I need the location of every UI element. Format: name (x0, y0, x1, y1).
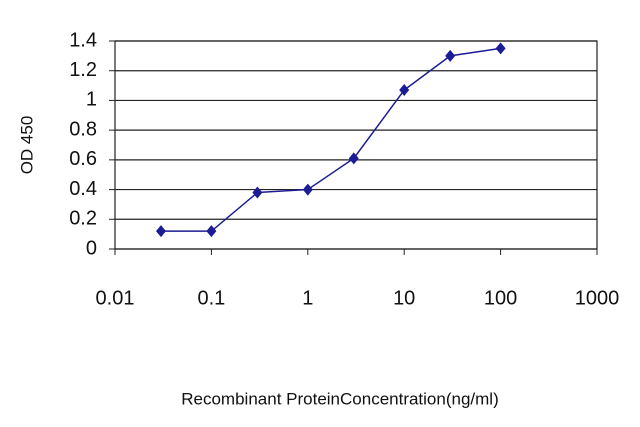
data-point (155, 225, 166, 238)
y-axis-label: OD 450 (17, 116, 36, 175)
y-tick-label: 1.4 (69, 29, 97, 51)
x-tick-label: 0.1 (197, 287, 225, 309)
data-point (348, 152, 359, 165)
data-point (399, 84, 410, 97)
x-tick-label: 0.01 (96, 287, 135, 309)
x-axis-label: Recombinant ProteinConcentration(ng/ml) (181, 389, 499, 408)
data-point (445, 49, 456, 62)
y-tick-label: 0 (86, 237, 97, 259)
x-tick-label: 1000 (575, 287, 620, 309)
y-tick-label: 0.8 (69, 118, 97, 140)
series-line (160, 47, 501, 232)
x-tick-label: 10 (393, 287, 415, 309)
plot-frame (114, 40, 598, 250)
x-tick-label: 1 (302, 287, 313, 309)
x-tick-label: 100 (484, 287, 517, 309)
y-tick-label: 1.2 (69, 59, 97, 81)
data-point (495, 42, 506, 55)
data-point (302, 183, 313, 196)
y-tick-label: 1 (86, 89, 97, 111)
y-tick-label: 0.6 (69, 148, 97, 170)
y-tick-label: 0.2 (69, 208, 97, 230)
data-point (206, 225, 217, 238)
data-point (252, 186, 263, 199)
y-tick-label: 0.4 (69, 178, 97, 200)
